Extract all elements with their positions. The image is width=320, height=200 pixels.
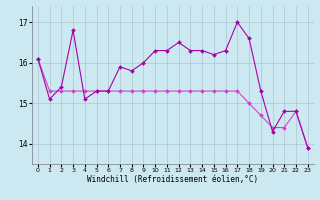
X-axis label: Windchill (Refroidissement éolien,°C): Windchill (Refroidissement éolien,°C) <box>87 175 258 184</box>
